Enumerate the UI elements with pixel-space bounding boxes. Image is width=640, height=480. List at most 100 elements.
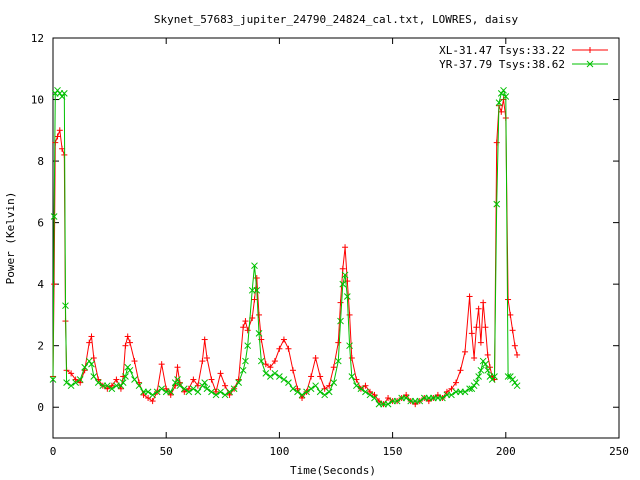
data-point [514, 351, 521, 358]
data-point [339, 280, 347, 288]
series-line [52, 99, 518, 405]
data-point [72, 379, 79, 386]
plot-frame [52, 37, 620, 439]
data-point [371, 391, 378, 398]
data-point [203, 385, 211, 393]
data-point [253, 286, 261, 294]
x-tick-label: 0 [50, 445, 57, 458]
y-ticks: 0 2 4 6 8 10 12 [31, 32, 619, 414]
data-point [507, 311, 514, 318]
data-point [334, 357, 342, 365]
data-point [462, 348, 469, 355]
data-point [475, 305, 482, 312]
data-point [108, 382, 115, 389]
data-point [312, 355, 319, 361]
data-point [493, 139, 500, 146]
x-tick-label: 100 [269, 445, 289, 458]
data-point [226, 391, 233, 398]
data-point [171, 379, 179, 386]
data-point [505, 296, 512, 303]
y-tick-label: 6 [37, 217, 44, 230]
data-point [212, 391, 220, 399]
data-point [122, 342, 129, 349]
data-point [457, 367, 464, 374]
x-axis-label: Time(Seconds) [290, 464, 376, 477]
data-point [343, 293, 351, 300]
data-point [348, 355, 355, 361]
data-point [299, 395, 306, 401]
data-point [266, 373, 274, 380]
data-point [500, 86, 507, 94]
data-point [289, 367, 296, 374]
y-tick-label: 0 [37, 401, 44, 414]
data-point [88, 333, 95, 340]
data-point [199, 382, 206, 390]
data-point [90, 373, 98, 380]
data-point [366, 388, 373, 395]
y-axis-label: Power (Kelvin) [4, 192, 17, 285]
data-point [149, 391, 156, 399]
data-point [135, 382, 143, 390]
data-point [330, 364, 337, 371]
series-2 [49, 86, 521, 408]
chart-title: Skynet_57683_jupiter_24790_24824_cal.txt… [154, 13, 519, 26]
data-point [49, 376, 57, 383]
data-point [201, 379, 209, 386]
data-point [466, 385, 473, 393]
data-point [257, 357, 265, 365]
data-point [482, 324, 489, 331]
data-point [54, 133, 61, 140]
data-point [131, 358, 138, 365]
data-point [81, 363, 89, 371]
data-point [341, 271, 349, 279]
data-point [439, 394, 446, 402]
data-point [190, 385, 197, 393]
data-point [149, 398, 156, 405]
data-point [124, 363, 132, 371]
data-point [58, 93, 66, 100]
data-point [271, 370, 279, 377]
data-point [217, 388, 224, 396]
data-point [119, 379, 127, 386]
data-point [153, 388, 161, 396]
data-point [337, 299, 344, 306]
data-point [174, 364, 181, 371]
data-point [330, 379, 338, 386]
data-point [50, 213, 58, 220]
data-point [484, 351, 491, 358]
data-point [256, 311, 263, 318]
legend-label: YR-37.79 Tsys:38.62 [439, 58, 565, 71]
data-point [126, 366, 134, 374]
data-point [174, 376, 181, 383]
data-point [289, 385, 297, 393]
y-tick-label: 12 [31, 32, 44, 45]
data-point [72, 376, 79, 383]
x-tick-label: 250 [609, 445, 629, 458]
x-tick-label: 150 [383, 445, 403, 458]
data-point [491, 373, 498, 380]
data-point [488, 376, 496, 383]
data-point [271, 358, 278, 365]
data-point [493, 200, 501, 208]
legend-marker [587, 47, 593, 53]
data-point [85, 357, 93, 365]
series-layer [49, 86, 521, 408]
data-point [468, 385, 476, 393]
data-point [59, 145, 66, 152]
data-point [461, 388, 469, 396]
data-point [181, 388, 188, 395]
data-point [180, 385, 188, 393]
data-point [325, 388, 333, 396]
data-point [242, 357, 249, 365]
data-point [221, 391, 229, 399]
data-point [67, 382, 75, 390]
data-point [276, 373, 283, 380]
data-point [482, 360, 489, 368]
data-point [167, 388, 175, 396]
data-point [471, 355, 478, 361]
axes [52, 37, 620, 439]
data-point [337, 317, 344, 325]
data-point [131, 376, 138, 383]
data-point [190, 376, 197, 383]
data-point [76, 376, 84, 383]
